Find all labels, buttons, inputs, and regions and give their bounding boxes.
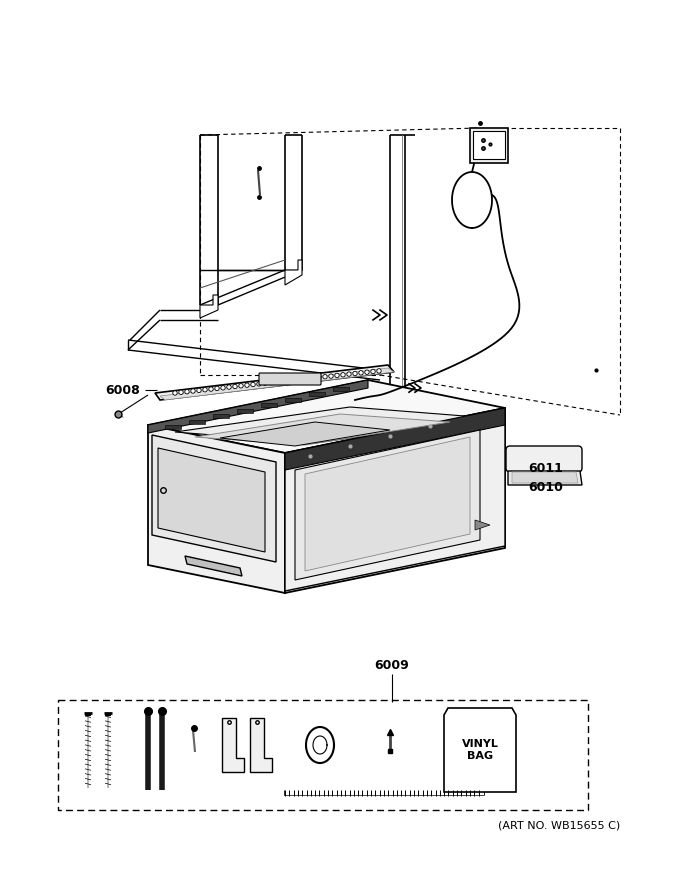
Circle shape <box>364 370 369 374</box>
Polygon shape <box>185 556 242 576</box>
Text: 6011: 6011 <box>528 461 563 474</box>
Circle shape <box>203 387 207 392</box>
Text: 6009: 6009 <box>375 659 409 672</box>
Circle shape <box>317 375 321 379</box>
Circle shape <box>239 384 243 388</box>
Polygon shape <box>305 437 470 571</box>
Circle shape <box>359 370 363 375</box>
Circle shape <box>245 383 249 387</box>
Bar <box>213 414 229 418</box>
Circle shape <box>335 373 339 378</box>
Bar <box>165 425 181 429</box>
Polygon shape <box>475 520 490 530</box>
Text: (ART NO. WB15655 C): (ART NO. WB15655 C) <box>498 820 620 830</box>
Circle shape <box>299 378 303 382</box>
Polygon shape <box>285 260 302 285</box>
Circle shape <box>233 385 237 389</box>
Bar <box>58 700 588 810</box>
Polygon shape <box>295 430 480 580</box>
Circle shape <box>377 369 381 373</box>
Circle shape <box>341 372 345 377</box>
Polygon shape <box>175 407 490 443</box>
Circle shape <box>251 382 255 386</box>
Polygon shape <box>512 472 578 483</box>
Polygon shape <box>220 422 390 446</box>
Bar <box>309 392 325 396</box>
Bar <box>285 398 301 401</box>
Polygon shape <box>148 425 285 593</box>
Polygon shape <box>285 410 505 591</box>
Circle shape <box>275 379 279 384</box>
Bar <box>189 420 205 423</box>
Bar <box>473 131 505 159</box>
Circle shape <box>293 378 297 382</box>
Polygon shape <box>285 408 505 470</box>
Polygon shape <box>285 408 505 593</box>
Circle shape <box>353 371 357 376</box>
Text: 6008: 6008 <box>105 384 140 397</box>
Circle shape <box>257 382 261 386</box>
Circle shape <box>215 386 219 391</box>
Polygon shape <box>200 295 218 318</box>
Circle shape <box>329 374 333 378</box>
Circle shape <box>262 381 267 385</box>
Circle shape <box>323 375 327 379</box>
Polygon shape <box>148 380 368 433</box>
Text: 6010: 6010 <box>528 480 563 494</box>
Circle shape <box>185 390 189 394</box>
Bar <box>237 408 253 413</box>
Polygon shape <box>160 368 394 400</box>
Circle shape <box>173 391 177 395</box>
Circle shape <box>197 388 201 392</box>
Circle shape <box>311 376 316 380</box>
FancyBboxPatch shape <box>506 446 582 472</box>
FancyBboxPatch shape <box>259 373 321 385</box>
Circle shape <box>221 385 225 390</box>
Bar <box>470 128 508 163</box>
Polygon shape <box>444 708 516 792</box>
Circle shape <box>227 385 231 389</box>
Polygon shape <box>158 448 265 552</box>
Bar <box>333 386 349 391</box>
Circle shape <box>347 372 351 377</box>
Circle shape <box>371 370 375 374</box>
Bar <box>261 403 277 407</box>
Circle shape <box>191 389 195 393</box>
Circle shape <box>269 380 273 385</box>
Circle shape <box>281 379 285 384</box>
Polygon shape <box>152 435 276 562</box>
Circle shape <box>209 387 214 392</box>
Polygon shape <box>222 718 244 772</box>
Circle shape <box>179 390 183 394</box>
Circle shape <box>305 377 309 381</box>
Polygon shape <box>195 414 450 445</box>
Text: VINYL
BAG: VINYL BAG <box>462 739 498 761</box>
Polygon shape <box>155 365 394 400</box>
Polygon shape <box>508 471 582 485</box>
Polygon shape <box>250 718 272 772</box>
Polygon shape <box>148 380 505 453</box>
Circle shape <box>287 378 291 383</box>
